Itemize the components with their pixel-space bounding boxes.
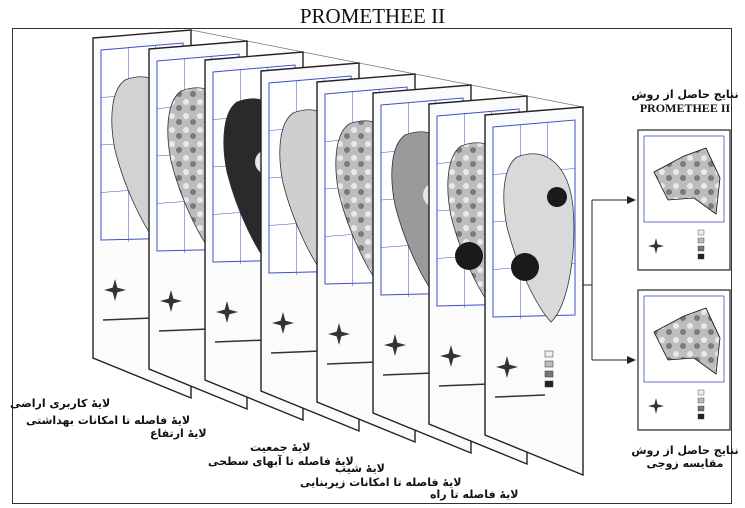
legend-swatch: [697, 229, 705, 236]
compass-icon: [648, 398, 664, 414]
scale-bar: [158, 328, 210, 332]
result-map-shape: [653, 307, 721, 375]
result-map-top: [637, 129, 731, 271]
legend-swatch: [697, 253, 705, 260]
connector-line: [358, 62, 416, 75]
legend-swatch: [697, 245, 705, 252]
compass-icon: [160, 290, 182, 312]
legend-swatch: [544, 380, 554, 388]
compass-icon: [272, 312, 294, 334]
result-map-bottom: [637, 289, 731, 431]
result-map-zone: [706, 308, 720, 338]
scale-bar: [494, 394, 546, 398]
connector-line: [470, 84, 528, 97]
result-title-pairwise-line2: مقایسه زوجی: [646, 457, 724, 470]
layer-label-slope: لایهٔ شیب: [335, 462, 385, 475]
legend-swatch: [697, 405, 705, 412]
map-zone: [547, 187, 567, 207]
legend-swatch: [544, 360, 554, 368]
diagram-frame: [12, 28, 732, 504]
result-map-zone: [706, 148, 720, 178]
result-title-pairwise: نتایج حاصل از روش مقایسه زوجی: [630, 444, 740, 470]
result-title-pairwise-line1: نتایج حاصل از روش: [631, 444, 739, 457]
legend-swatch: [697, 397, 705, 404]
layer-label-surface-water: لایهٔ فاصله تا آبهای سطحی: [208, 455, 354, 468]
legend-swatch: [697, 389, 705, 396]
layer-cards: [92, 29, 584, 477]
result-title-promethee-line1: نتایج حاصل از روش: [631, 88, 739, 101]
scale-bar: [102, 317, 154, 321]
compass-icon: [648, 238, 664, 254]
compass-icon: [328, 323, 350, 345]
layer-card: [484, 106, 584, 477]
result-title-promethee: نتایج حاصل از روش PROMETHEE II: [630, 88, 740, 116]
arrow-head-icon: [627, 356, 636, 364]
result-maps: [583, 129, 731, 431]
map-zone: [455, 242, 483, 270]
connector-line: [414, 73, 472, 86]
legend-swatch: [697, 413, 705, 420]
legend-swatch: [544, 350, 554, 358]
diagram-title: PROMETHEE II: [299, 4, 446, 28]
map-zone: [511, 253, 539, 281]
connector-line: [302, 51, 360, 64]
layer-label-population: لایهٔ جمعیت: [250, 441, 311, 454]
compass-icon: [104, 279, 126, 301]
arrow-head-icon: [627, 196, 636, 204]
scale-bar: [438, 383, 490, 387]
compass-icon: [496, 356, 518, 378]
layer-label-elevation: لایهٔ ارتفاع: [150, 427, 207, 440]
connector-line: [190, 29, 248, 42]
connector-line: [526, 95, 584, 108]
legend-swatch: [544, 370, 554, 378]
compass-icon: [384, 334, 406, 356]
compass-icon: [216, 301, 238, 323]
scale-bar: [270, 350, 322, 354]
scale-bar: [326, 361, 378, 365]
result-map-shape: [653, 147, 721, 215]
layer-label-infrastructure-distance: لایهٔ فاصله تا امکانات زیربنایی: [300, 476, 462, 489]
compass-icon: [440, 345, 462, 367]
layer-label-land-use: لایهٔ کاربری اراضی: [10, 397, 111, 410]
scale-bar: [214, 339, 266, 343]
connector-line: [246, 40, 304, 53]
layer-label-road-distance: لایهٔ فاصله تا راه: [430, 488, 519, 501]
result-title-promethee-line2: PROMETHEE II: [639, 101, 731, 115]
layer-label-health-distance: لایهٔ فاصله تا امکانات بهداشتی: [26, 414, 191, 427]
legend-swatch: [697, 237, 705, 244]
scale-bar: [382, 372, 434, 376]
